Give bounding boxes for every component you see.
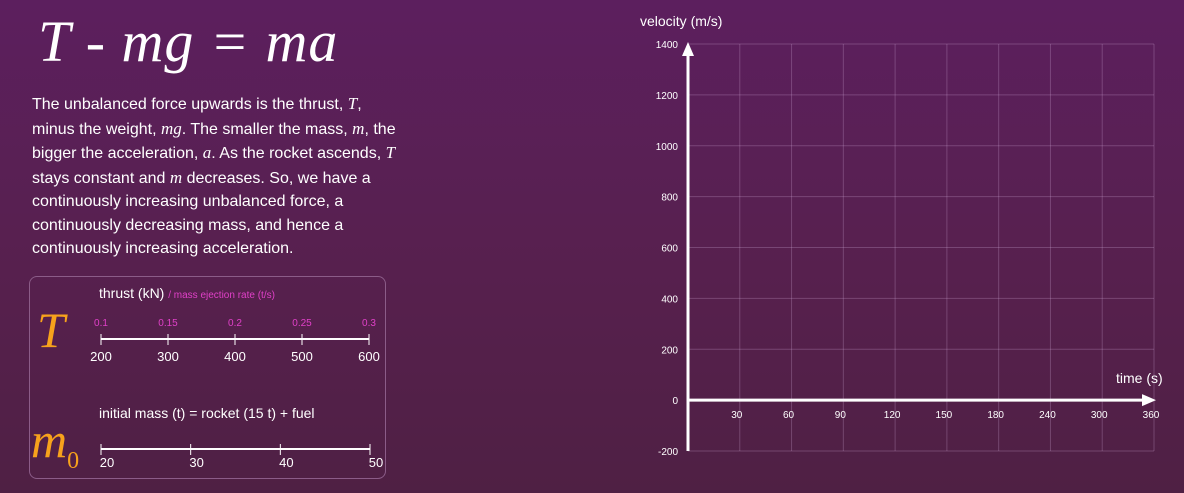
desc-symbol-thrust: T [347,94,358,113]
x-tick-labels: 30 60 90 120 150 180 240 300 360 [731,410,1160,421]
desc-symbol-thrust: T [385,143,396,162]
x-axis-title: time (s) [1116,370,1163,386]
desc-text: . As the rocket ascends, [211,145,386,162]
mass-tick-label: 20 [100,455,114,470]
thrust-bottom-tick-label: 500 [291,349,313,364]
desc-text: , minus the weight, [32,96,362,138]
equation-title: T - mg = ma [38,9,339,74]
y-tick-label: 0 [672,396,678,407]
thrust-label-text: thrust (kN) [99,285,165,301]
thrust-bottom-tick-label: 300 [157,349,179,364]
thrust-bottom-tick-label: 600 [358,349,380,364]
x-tick-label: 30 [731,410,743,421]
desc-symbol-acceleration: a [202,143,212,162]
mass-symbol-letter: m [31,412,68,468]
mass-tick-label: 30 [189,455,203,470]
x-tick-label: 120 [884,410,901,421]
y-tick-label: 600 [661,244,678,255]
thrust-top-tick-label: 0.1 [94,318,108,329]
y-axis-arrow-icon [682,42,694,56]
desc-text: decreases. So, we have a continuously in… [32,169,371,258]
desc-symbol-mass: m [169,167,183,187]
thrust-top-tick-label: 0.15 [158,318,178,329]
desc-symbol-weight: mg [160,118,182,138]
y-tick-label: 1000 [656,142,679,153]
thrust-sublabel: / mass ejection rate (t/s) [168,290,275,301]
mass-slider[interactable]: 20 30 40 50 [100,444,383,470]
x-axis-arrow-icon [1142,394,1156,407]
desc-text: . The smaller the mass, [181,120,353,138]
description-text: The unbalanced force upwards is the thru… [32,92,402,261]
x-tick-label: 180 [987,410,1004,421]
mass-symbol: m0 [31,414,79,487]
y-tick-label: 1400 [656,40,679,51]
thrust-symbol: T [37,302,65,358]
desc-symbol-mass: m [352,118,365,138]
y-tick-labels: 1400 1200 1000 800 600 400 200 0 -200 [656,40,679,458]
thrust-slider-label: thrust (kN) / mass ejection rate (t/s) [99,285,275,301]
y-tick-label: 400 [661,294,678,305]
mass-symbol-subscript: 0 [67,448,80,474]
thrust-slider[interactable]: 0.1 0.15 0.2 0.25 0.3 200 300 400 500 600 [90,318,380,364]
thrust-top-tick-label: 0.3 [362,318,376,329]
y-axis-title: velocity (m/s) [640,13,722,29]
x-tick-label: 360 [1143,410,1160,421]
thrust-top-tick-label: 0.25 [292,318,312,329]
y-tick-label: -200 [658,447,678,458]
desc-text: , the bigger the acceleration, [32,120,396,163]
desc-text: The unbalanced force upwards is the thru… [32,96,348,113]
y-tick-label: 800 [661,193,678,204]
x-tick-label: 150 [936,410,953,421]
x-tick-label: 300 [1091,410,1108,421]
thrust-bottom-tick-label: 200 [90,349,112,364]
chart-grid [688,43,1155,452]
x-tick-label: 90 [835,410,847,421]
x-tick-label: 240 [1039,410,1056,421]
desc-text: stays constant and [32,169,170,187]
controls-panel [29,276,386,479]
thrust-top-tick-label: 0.2 [228,318,242,329]
y-tick-label: 1200 [656,91,679,102]
x-tick-label: 60 [783,410,795,421]
thrust-bottom-tick-label: 400 [224,349,246,364]
mass-tick-label: 50 [369,455,383,470]
y-tick-label: 200 [661,345,678,356]
mass-tick-label: 40 [279,455,293,470]
mass-slider-label: initial mass (t) = rocket (15 t) + fuel [99,405,315,421]
chart-axes [682,42,1156,451]
